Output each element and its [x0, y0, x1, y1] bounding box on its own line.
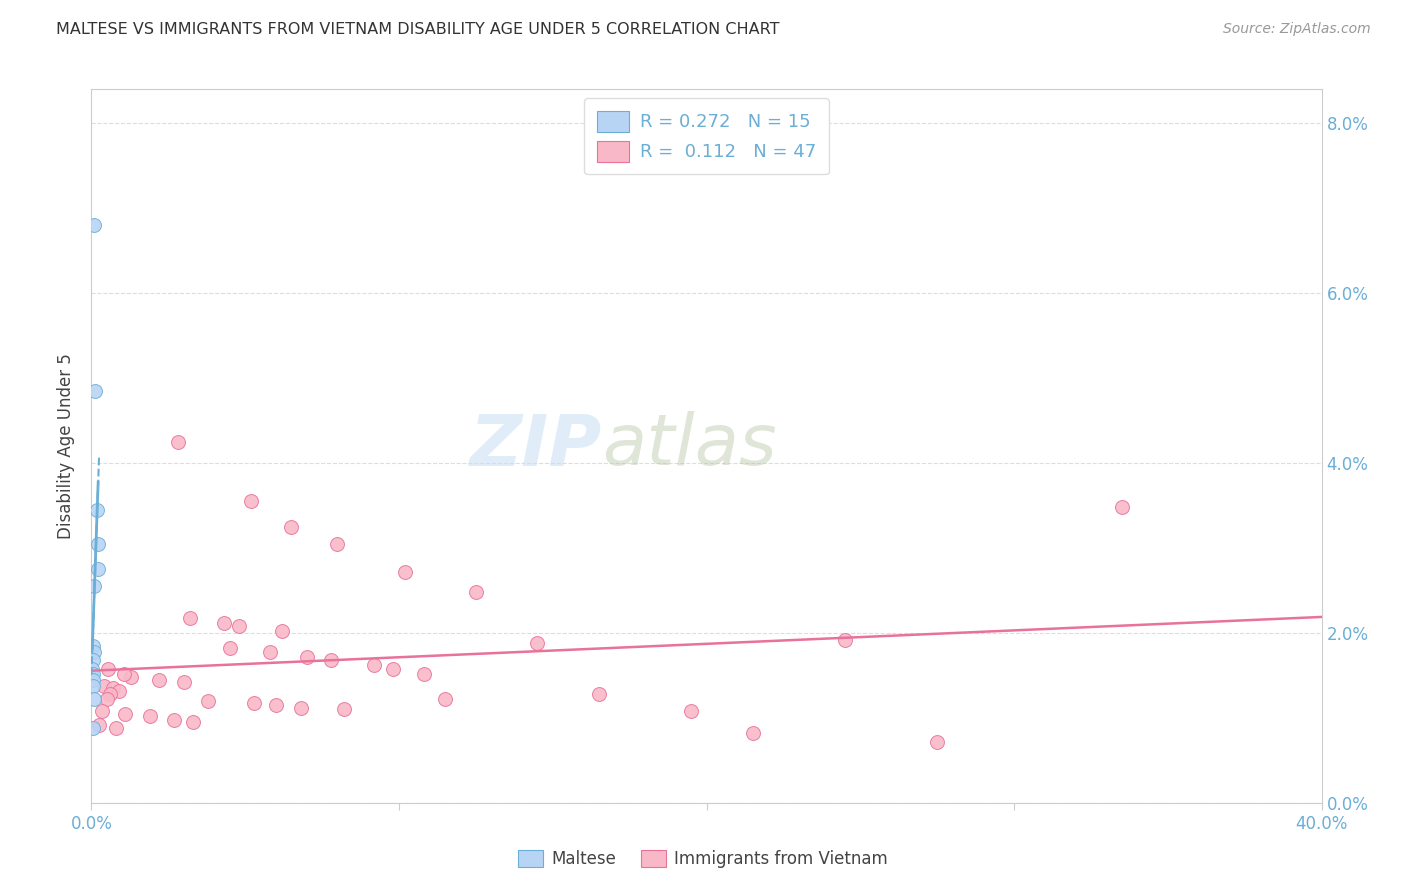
Point: [82, 639, 104, 653]
Point: [321, 653, 343, 667]
Text: atlas: atlas: [602, 411, 776, 481]
Point: [82, 662, 104, 676]
Point: [834, 632, 856, 647]
Point: [271, 624, 294, 639]
Point: [139, 709, 162, 723]
Point: [332, 702, 354, 716]
Point: [181, 715, 204, 730]
Point: [83, 218, 105, 232]
Point: [212, 615, 235, 630]
Point: [105, 721, 127, 735]
Point: [927, 734, 949, 748]
Point: [87, 717, 110, 731]
Point: [394, 565, 416, 579]
Point: [412, 666, 434, 681]
Point: [166, 434, 188, 449]
Point: [82, 721, 104, 735]
Point: [280, 519, 302, 533]
Point: [681, 704, 703, 718]
Point: [86, 502, 108, 516]
Point: [83, 579, 105, 593]
Text: MALTESE VS IMMIGRANTS FROM VIETNAM DISABILITY AGE UNDER 5 CORRELATION CHART: MALTESE VS IMMIGRANTS FROM VIETNAM DISAB…: [56, 22, 780, 37]
Point: [240, 494, 263, 508]
Point: [326, 537, 349, 551]
Point: [148, 673, 170, 687]
Point: [83, 644, 105, 658]
Point: [381, 662, 404, 676]
Legend: Maltese, Immigrants from Vietnam: Maltese, Immigrants from Vietnam: [512, 843, 894, 875]
Point: [86, 537, 108, 551]
Point: [1111, 500, 1133, 515]
Point: [295, 649, 318, 664]
Point: [82, 653, 104, 667]
Point: [290, 700, 312, 714]
Point: [83, 692, 105, 706]
Point: [464, 585, 486, 599]
Point: [120, 670, 142, 684]
Point: [163, 713, 186, 727]
Text: Source: ZipAtlas.com: Source: ZipAtlas.com: [1223, 22, 1371, 37]
Point: [179, 610, 201, 624]
Point: [93, 679, 115, 693]
Point: [434, 692, 457, 706]
Point: [97, 662, 120, 676]
Point: [741, 726, 763, 740]
Point: [588, 687, 610, 701]
Y-axis label: Disability Age Under 5: Disability Age Under 5: [58, 353, 76, 539]
Text: ZIP: ZIP: [470, 411, 602, 481]
Point: [259, 644, 281, 658]
Point: [98, 687, 121, 701]
Point: [108, 683, 131, 698]
Point: [82, 679, 104, 693]
Point: [91, 704, 114, 718]
Point: [197, 694, 219, 708]
Point: [84, 384, 107, 398]
Point: [218, 641, 240, 656]
Point: [101, 681, 124, 695]
Point: [114, 706, 136, 721]
Point: [228, 619, 250, 633]
Point: [82, 666, 104, 681]
Point: [96, 692, 118, 706]
Point: [264, 698, 287, 712]
Point: [363, 658, 385, 673]
Point: [526, 636, 548, 650]
Legend: R = 0.272   N = 15, R =  0.112   N = 47: R = 0.272 N = 15, R = 0.112 N = 47: [583, 98, 830, 174]
Point: [112, 666, 135, 681]
Point: [87, 562, 110, 576]
Point: [243, 696, 266, 710]
Point: [173, 675, 195, 690]
Point: [82, 673, 104, 687]
